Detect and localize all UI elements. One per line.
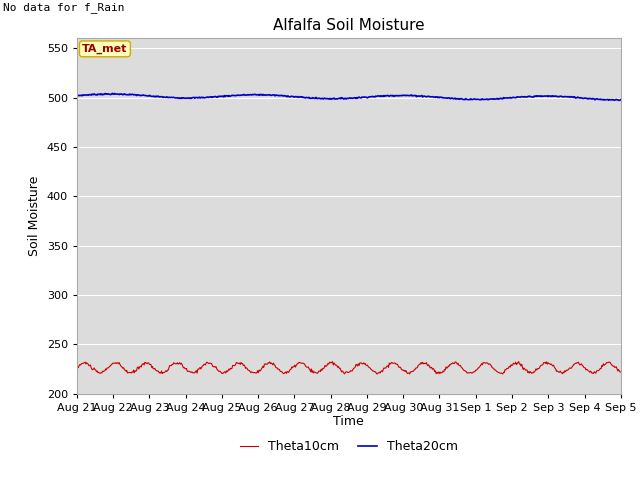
Theta20cm bbox=[616, 97, 623, 103]
Theta20cm bbox=[416, 93, 424, 99]
Theta20cm bbox=[109, 91, 116, 96]
Y-axis label: Soil Moisture: Soil Moisture bbox=[28, 176, 41, 256]
Theta20cm bbox=[223, 93, 231, 99]
Theta10cm bbox=[139, 361, 147, 367]
Theta10cm bbox=[83, 360, 90, 366]
Theta20cm bbox=[431, 95, 439, 100]
Theta20cm bbox=[140, 92, 147, 98]
Theta10cm bbox=[515, 359, 522, 364]
Theta10cm bbox=[73, 364, 81, 370]
Line: Theta20cm: Theta20cm bbox=[77, 94, 621, 100]
Theta20cm bbox=[195, 95, 202, 100]
Theta20cm bbox=[83, 92, 90, 98]
Text: TA_met: TA_met bbox=[82, 44, 127, 54]
Theta20cm bbox=[617, 97, 625, 103]
Theta10cm bbox=[431, 368, 439, 374]
Theta10cm bbox=[617, 369, 625, 375]
X-axis label: Time: Time bbox=[333, 415, 364, 429]
Theta10cm bbox=[416, 361, 424, 367]
Theta10cm bbox=[406, 371, 413, 377]
Title: Alfalfa Soil Moisture: Alfalfa Soil Moisture bbox=[273, 18, 424, 33]
Theta10cm bbox=[194, 366, 202, 372]
Line: Theta10cm: Theta10cm bbox=[77, 361, 621, 374]
Text: No data for f_Rain: No data for f_Rain bbox=[3, 2, 125, 13]
Theta10cm bbox=[223, 368, 230, 374]
Legend: Theta10cm, Theta20cm: Theta10cm, Theta20cm bbox=[235, 435, 463, 458]
Theta20cm bbox=[73, 92, 81, 98]
